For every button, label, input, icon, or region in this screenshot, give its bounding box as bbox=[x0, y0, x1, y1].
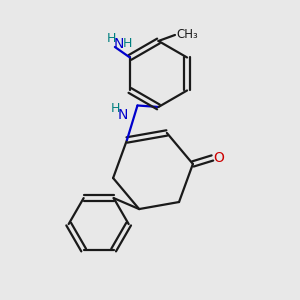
Text: O: O bbox=[214, 151, 224, 165]
Text: CH₃: CH₃ bbox=[177, 28, 198, 41]
Text: N: N bbox=[118, 108, 128, 122]
Text: H: H bbox=[106, 32, 116, 45]
Text: H: H bbox=[123, 38, 132, 50]
Text: H: H bbox=[110, 102, 120, 115]
Text: N: N bbox=[113, 37, 124, 51]
